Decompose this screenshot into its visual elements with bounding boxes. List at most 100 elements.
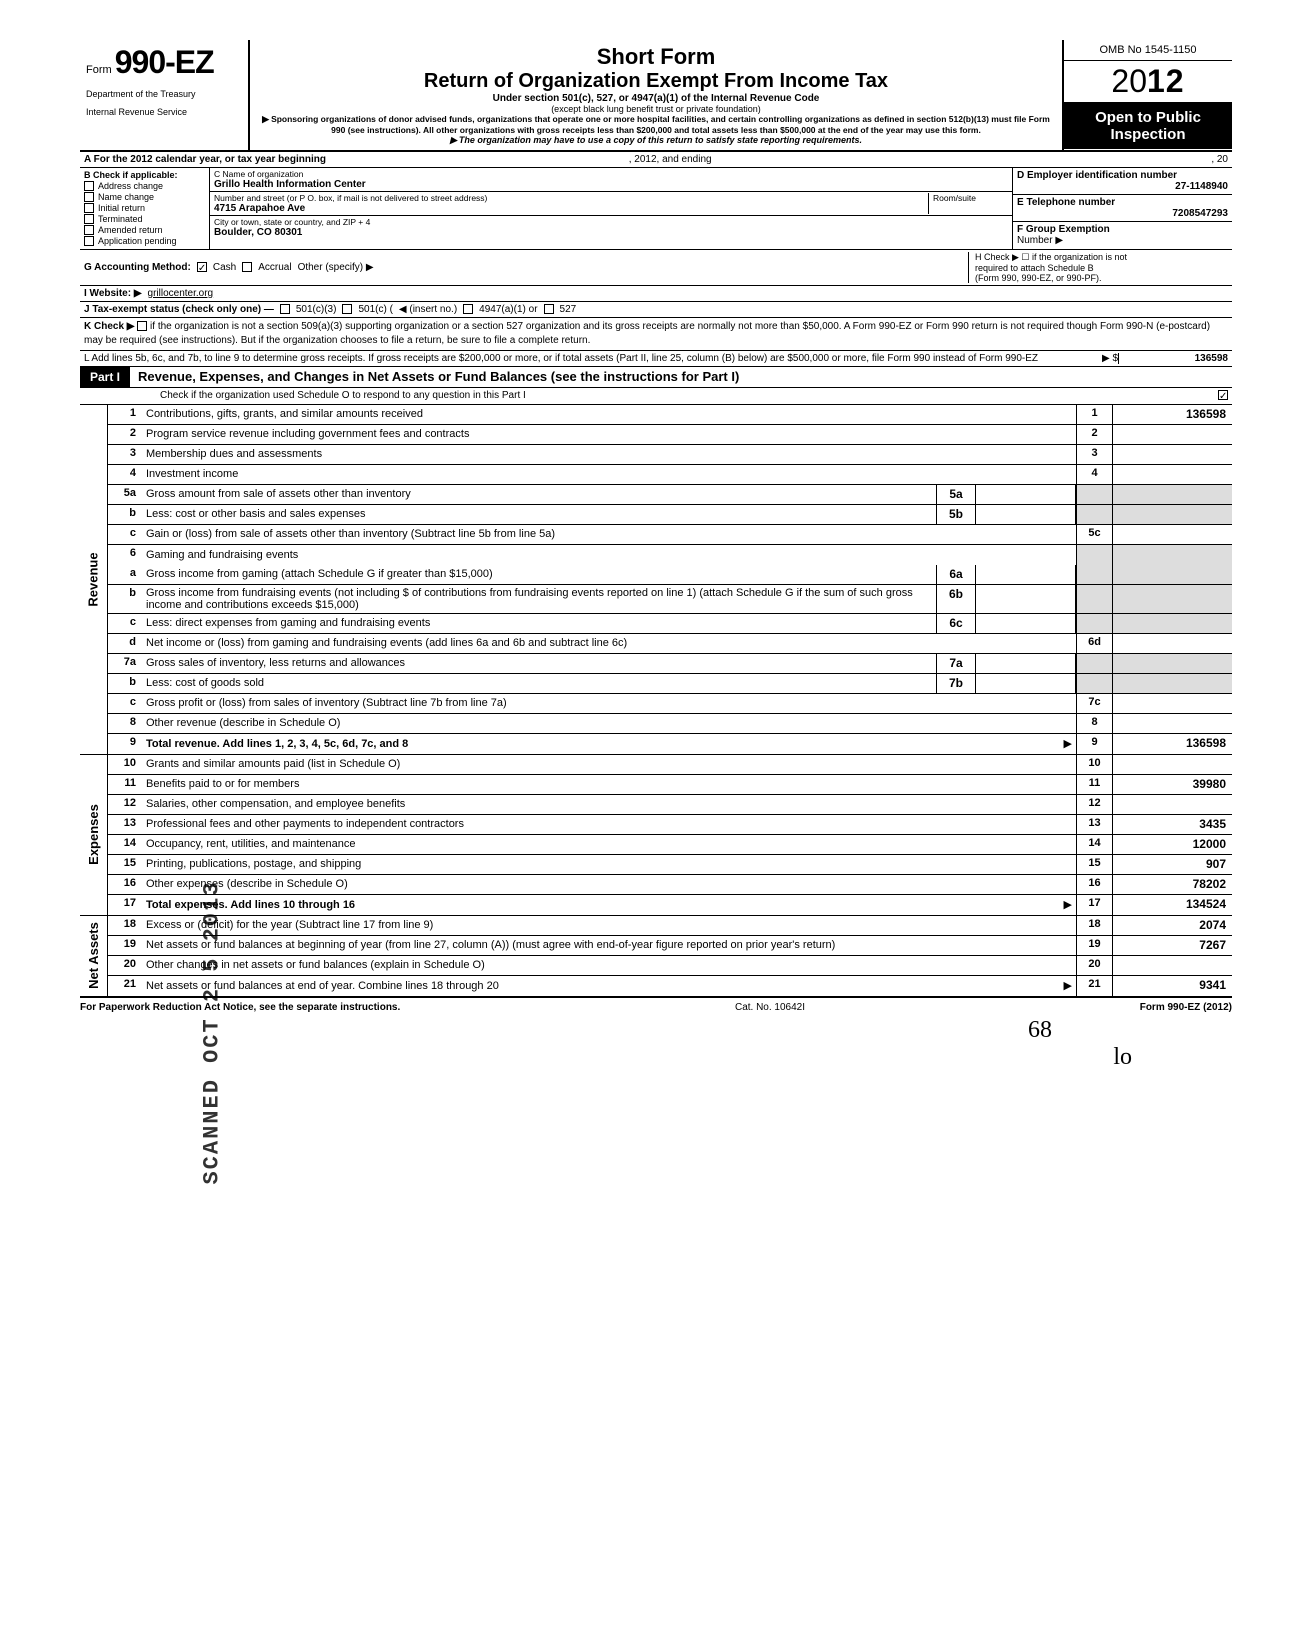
numbox: 7c bbox=[1076, 694, 1112, 713]
chk-501c[interactable] bbox=[342, 304, 352, 314]
side-netassets-text: Net Assets bbox=[86, 923, 101, 990]
lnum: 14 bbox=[108, 835, 142, 854]
org-street: 4715 Arapahoe Ave bbox=[214, 203, 928, 214]
ldesc: Gross income from gaming (attach Schedul… bbox=[142, 565, 936, 584]
row-g-h: G Accounting Method: Cash Accrual Other … bbox=[80, 250, 1232, 286]
ldesc: Gross sales of inventory, less returns a… bbox=[142, 654, 936, 673]
chk-4947[interactable] bbox=[463, 304, 473, 314]
side-revenue-text: Revenue bbox=[86, 552, 101, 606]
c-street-row: Number and street (or P O. box, if mail … bbox=[210, 192, 1012, 216]
ldesc: Other changes in net assets or fund bala… bbox=[142, 956, 1076, 975]
lnum: d bbox=[108, 634, 142, 653]
open-text: Open to Public bbox=[1068, 109, 1228, 126]
tax-year: 2012 bbox=[1064, 61, 1232, 103]
ldesc: Other expenses (describe in Schedule O) bbox=[142, 875, 1076, 894]
c-name-row: C Name of organization Grillo Health Inf… bbox=[210, 168, 1012, 192]
ldesc: Net assets or fund balances at end of ye… bbox=[146, 980, 499, 992]
chk-address[interactable] bbox=[84, 181, 94, 191]
g-cash: Cash bbox=[213, 262, 236, 273]
arrow-icon: ▶ bbox=[1064, 898, 1072, 911]
midval bbox=[976, 674, 1076, 693]
handwritten-lo: lo bbox=[80, 1044, 1232, 1071]
k-label: K Check ▶ bbox=[84, 321, 134, 332]
revenue-lines: 1Contributions, gifts, grants, and simil… bbox=[108, 405, 1232, 754]
midbox: 7a bbox=[936, 654, 976, 673]
row-a-mid: , 2012, and ending bbox=[629, 154, 712, 165]
col-b: B Check if applicable: Address change Na… bbox=[80, 168, 210, 249]
b-item: Name change bbox=[98, 192, 154, 202]
arrow-icon: ▶ bbox=[1064, 737, 1072, 750]
row-k: K Check ▶ if the organization is not a s… bbox=[80, 318, 1232, 351]
valbox bbox=[1112, 795, 1232, 814]
ldesc: Excess or (deficit) for the year (Subtra… bbox=[142, 916, 1076, 935]
valbox: 2074 bbox=[1112, 916, 1232, 935]
valbox-shaded bbox=[1112, 565, 1232, 584]
g-label: G Accounting Method: bbox=[84, 262, 191, 273]
part1-check-o: Check if the organization used Schedule … bbox=[80, 388, 1232, 405]
b-item: Application pending bbox=[98, 236, 177, 246]
numbox-shaded bbox=[1076, 674, 1112, 693]
ldesc: Contributions, gifts, grants, and simila… bbox=[142, 405, 1076, 424]
valbox: 907 bbox=[1112, 855, 1232, 874]
c-city-row: City or town, state or country, and ZIP … bbox=[210, 216, 1012, 239]
chk-527[interactable] bbox=[544, 304, 554, 314]
part1-tab: Part I bbox=[80, 367, 130, 387]
expenses-lines: 10Grants and similar amounts paid (list … bbox=[108, 755, 1232, 915]
k-text: if the organization is not a section 509… bbox=[84, 321, 1210, 346]
d-ein-row: D Employer identification number 27-1148… bbox=[1013, 168, 1232, 195]
lnum: b bbox=[108, 585, 142, 613]
side-netassets: Net Assets bbox=[80, 916, 108, 996]
org-name: Grillo Health Information Center bbox=[214, 179, 1008, 190]
numbox: 12 bbox=[1076, 795, 1112, 814]
chk-accrual[interactable] bbox=[242, 262, 252, 272]
except-text: (except black lung benefit trust or priv… bbox=[258, 104, 1054, 114]
numbox: 14 bbox=[1076, 835, 1112, 854]
c-name-label: C Name of organization bbox=[214, 169, 1008, 179]
l-arrow: ▶ $ bbox=[1102, 353, 1118, 364]
lnum: 6 bbox=[108, 545, 142, 565]
lnum: 20 bbox=[108, 956, 142, 975]
side-expenses-text: Expenses bbox=[86, 805, 101, 866]
midval bbox=[976, 505, 1076, 524]
midbox: 6b bbox=[936, 585, 976, 613]
chk-name[interactable] bbox=[84, 192, 94, 202]
chk-pending[interactable] bbox=[84, 236, 94, 246]
chk-schedule-o[interactable] bbox=[1218, 390, 1228, 400]
part1-header: Part I Revenue, Expenses, and Changes in… bbox=[80, 367, 1232, 388]
dept-treasury: Department of the Treasury bbox=[86, 89, 242, 99]
lnum: 13 bbox=[108, 815, 142, 834]
numbox: 10 bbox=[1076, 755, 1112, 774]
lnum: 1 bbox=[108, 405, 142, 424]
row-j: J Tax-exempt status (check only one) — 5… bbox=[80, 302, 1232, 318]
chk-cash[interactable] bbox=[197, 262, 207, 272]
ldesc: Benefits paid to or for members bbox=[142, 775, 1076, 794]
midbox: 6c bbox=[936, 614, 976, 633]
footer: For Paperwork Reduction Act Notice, see … bbox=[80, 998, 1232, 1017]
chk-terminated[interactable] bbox=[84, 214, 94, 224]
numbox: 17 bbox=[1076, 895, 1112, 915]
omb-number: OMB No 1545-1150 bbox=[1064, 40, 1232, 61]
chk-501c3[interactable] bbox=[280, 304, 290, 314]
netassets-lines: 18Excess or (deficit) for the year (Subt… bbox=[108, 916, 1232, 996]
numbox: 9 bbox=[1076, 734, 1112, 754]
ldesc: Less: cost or other basis and sales expe… bbox=[142, 505, 936, 524]
j-label: J Tax-exempt status (check only one) — bbox=[84, 304, 274, 315]
lnum: 18 bbox=[108, 916, 142, 935]
lnum: 21 bbox=[108, 976, 142, 996]
valbox: 9341 bbox=[1112, 976, 1232, 996]
netassets-block: Net Assets 18Excess or (deficit) for the… bbox=[80, 916, 1232, 998]
numbox: 3 bbox=[1076, 445, 1112, 464]
b-item: Terminated bbox=[98, 214, 143, 224]
chk-k[interactable] bbox=[137, 321, 147, 331]
lnum: 4 bbox=[108, 465, 142, 484]
chk-initial[interactable] bbox=[84, 203, 94, 213]
lnum: 17 bbox=[108, 895, 142, 915]
valbox-shaded bbox=[1112, 674, 1232, 693]
ldesc: Gaming and fundraising events bbox=[142, 545, 1076, 565]
chk-amended[interactable] bbox=[84, 225, 94, 235]
ldesc: Other revenue (describe in Schedule O) bbox=[142, 714, 1076, 733]
form-prefix: Form bbox=[86, 64, 112, 76]
lnum: 7a bbox=[108, 654, 142, 673]
numbox-shaded bbox=[1076, 585, 1112, 613]
ldesc: Less: cost of goods sold bbox=[142, 674, 936, 693]
